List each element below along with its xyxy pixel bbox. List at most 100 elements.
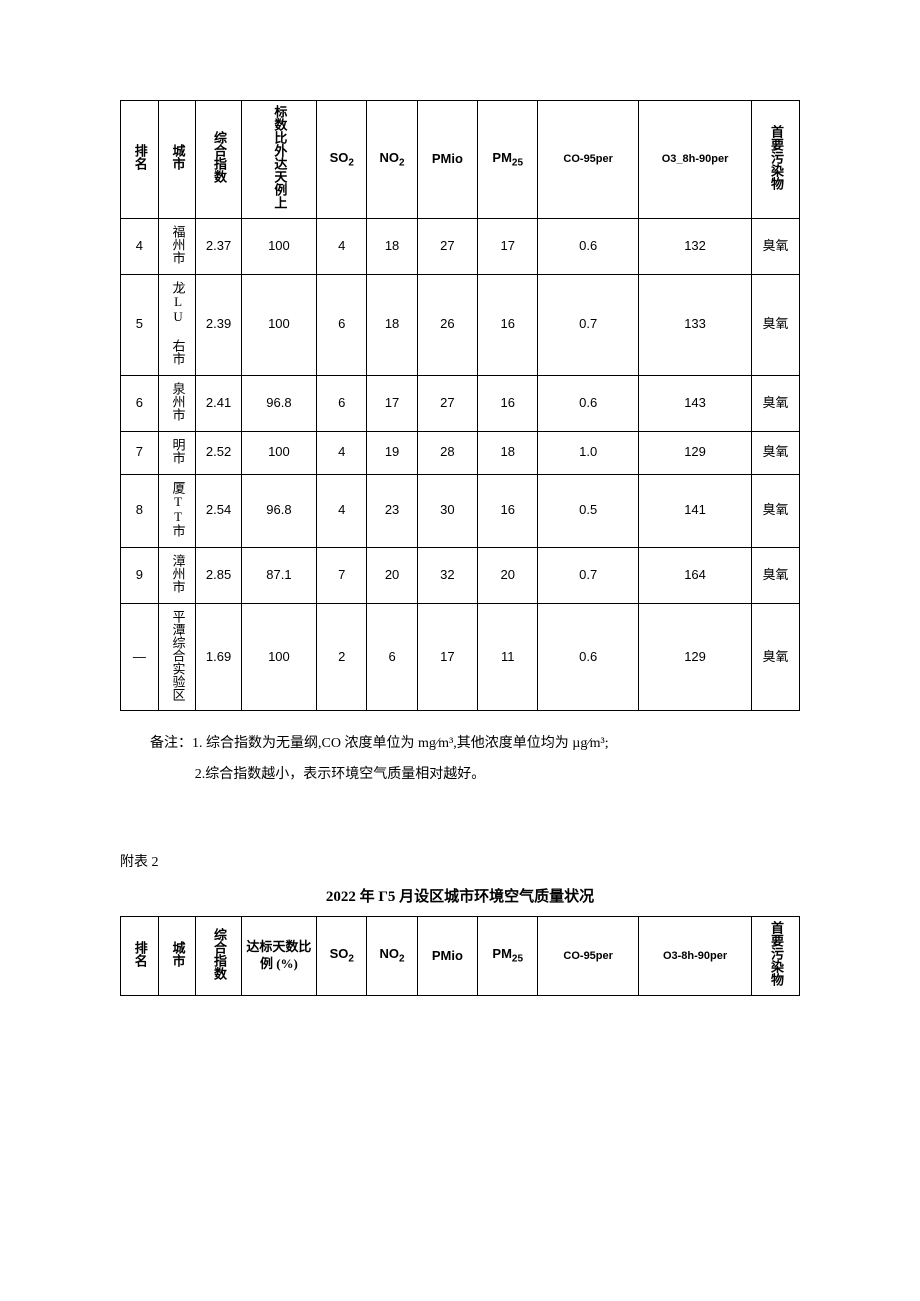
cell-pollutant: 臭氧	[752, 547, 800, 603]
hdr2-o3: O3-8h-90per	[638, 917, 751, 996]
hdr-so2: SO2	[317, 101, 367, 219]
cell-pollutant: 臭氧	[752, 274, 800, 375]
hdr2-no2: NO2	[367, 917, 417, 996]
hdr2-so2: SO2	[317, 917, 367, 996]
cell-ratio: 100	[241, 603, 316, 711]
cell-pm10: 17	[417, 603, 477, 711]
table2-head: 排名 城市 综合指数 达标天数比例 (%) SO2 NO2 PMio PM25 …	[121, 917, 800, 996]
cell-pm25: 11	[478, 603, 538, 711]
cell-ratio: 100	[241, 218, 316, 274]
cell-pm25: 18	[478, 431, 538, 474]
air-quality-table-2: 排名 城市 综合指数 达标天数比例 (%) SO2 NO2 PMio PM25 …	[120, 916, 800, 996]
hdr-no2: NO2	[367, 101, 417, 219]
cell-no2: 6	[367, 603, 417, 711]
table-row: 6泉州市2.4196.861727160.6143臭氧	[121, 375, 800, 431]
table-row: 7明市2.5210041928181.0129臭氧	[121, 431, 800, 474]
cell-pollutant: 臭氧	[752, 375, 800, 431]
cell-pm10: 27	[417, 375, 477, 431]
cell-index: 2.37	[196, 218, 241, 274]
cell-no2: 23	[367, 474, 417, 547]
table-row: 9漳州市2.8587.172032200.7164臭氧	[121, 547, 800, 603]
cell-index: 2.39	[196, 274, 241, 375]
cell-no2: 18	[367, 218, 417, 274]
cell-index: 2.52	[196, 431, 241, 474]
cell-co: 0.7	[538, 274, 639, 375]
cell-so2: 2	[317, 603, 367, 711]
cell-rank: 6	[121, 375, 159, 431]
cell-no2: 18	[367, 274, 417, 375]
cell-rank: 5	[121, 274, 159, 375]
cell-no2: 20	[367, 547, 417, 603]
cell-city: 厦ΤΤ市	[158, 474, 196, 547]
cell-rank: 4	[121, 218, 159, 274]
cell-pollutant: 臭氧	[752, 603, 800, 711]
cell-pm10: 30	[417, 474, 477, 547]
cell-o3: 129	[638, 603, 751, 711]
cell-city: 福州市	[158, 218, 196, 274]
hdr-o3: O3_8h-90per	[638, 101, 751, 219]
cell-co: 0.6	[538, 603, 639, 711]
table-row: —平潭综合实验区1.691002617110.6129臭氧	[121, 603, 800, 711]
hdr-pm25: PM25	[478, 101, 538, 219]
cell-rank: —	[121, 603, 159, 711]
cell-o3: 129	[638, 431, 751, 474]
hdr-rank: 排名	[121, 101, 159, 219]
table-row: 4福州市2.3710041827170.6132臭氧	[121, 218, 800, 274]
cell-pm25: 17	[478, 218, 538, 274]
note-line-1: 备注：1. 综合指数为无量纲,CO 浓度单位为 mg∕m³,其他浓度单位均为 µ…	[150, 729, 800, 760]
cell-index: 2.54	[196, 474, 241, 547]
hdr2-index: 综合指数	[196, 917, 241, 996]
cell-city: 平潭综合实验区	[158, 603, 196, 711]
cell-o3: 133	[638, 274, 751, 375]
cell-ratio: 96.8	[241, 474, 316, 547]
cell-rank: 8	[121, 474, 159, 547]
air-quality-table-1: 排名 城市 综合指数 标数比外达天例上 SO2 NO2 PMio PM25 CO…	[120, 100, 800, 711]
cell-ratio: 96.8	[241, 375, 316, 431]
cell-ratio: 100	[241, 274, 316, 375]
hdr2-co95: CO-95per	[538, 917, 639, 996]
hdr2-ratio: 达标天数比例 (%)	[241, 917, 316, 996]
cell-co: 0.6	[538, 218, 639, 274]
cell-so2: 4	[317, 474, 367, 547]
cell-pm25: 16	[478, 274, 538, 375]
cell-so2: 7	[317, 547, 367, 603]
table1-header-row: 排名 城市 综合指数 标数比外达天例上 SO2 NO2 PMio PM25 CO…	[121, 101, 800, 219]
cell-city: 漳州市	[158, 547, 196, 603]
cell-pm10: 32	[417, 547, 477, 603]
cell-no2: 17	[367, 375, 417, 431]
cell-index: 2.85	[196, 547, 241, 603]
cell-o3: 141	[638, 474, 751, 547]
cell-so2: 6	[317, 274, 367, 375]
cell-co: 0.5	[538, 474, 639, 547]
cell-pm10: 27	[417, 218, 477, 274]
cell-pollutant: 臭氧	[752, 431, 800, 474]
note-line-2: 2.综合指数越小，表示环境空气质量相对越好。	[150, 760, 800, 791]
cell-so2: 4	[317, 218, 367, 274]
cell-co: 0.6	[538, 375, 639, 431]
cell-so2: 4	[317, 431, 367, 474]
table2-title: 2022 年 Γ5 月设区城市环境空气质量状况	[120, 885, 800, 906]
cell-o3: 143	[638, 375, 751, 431]
hdr2-pm10: PMio	[417, 917, 477, 996]
cell-rank: 7	[121, 431, 159, 474]
cell-co: 1.0	[538, 431, 639, 474]
appendix-2-label: 附表 2	[120, 851, 800, 871]
hdr-pollutant: 首要污染物	[752, 101, 800, 219]
cell-pollutant: 臭氧	[752, 218, 800, 274]
cell-pm10: 26	[417, 274, 477, 375]
table1-head: 排名 城市 综合指数 标数比外达天例上 SO2 NO2 PMio PM25 CO…	[121, 101, 800, 219]
cell-pm25: 16	[478, 474, 538, 547]
cell-rank: 9	[121, 547, 159, 603]
hdr-pm10: PMio	[417, 101, 477, 219]
cell-index: 1.69	[196, 603, 241, 711]
cell-index: 2.41	[196, 375, 241, 431]
cell-pm10: 28	[417, 431, 477, 474]
hdr-city: 城市	[158, 101, 196, 219]
cell-city: 明市	[158, 431, 196, 474]
cell-city: 泉州市	[158, 375, 196, 431]
hdr-co95: CO-95per	[538, 101, 639, 219]
footnotes: 备注：1. 综合指数为无量纲,CO 浓度单位为 mg∕m³,其他浓度单位均为 µ…	[150, 729, 800, 791]
hdr2-city: 城市	[158, 917, 196, 996]
table2-header-row: 排名 城市 综合指数 达标天数比例 (%) SO2 NO2 PMio PM25 …	[121, 917, 800, 996]
cell-pollutant: 臭氧	[752, 474, 800, 547]
